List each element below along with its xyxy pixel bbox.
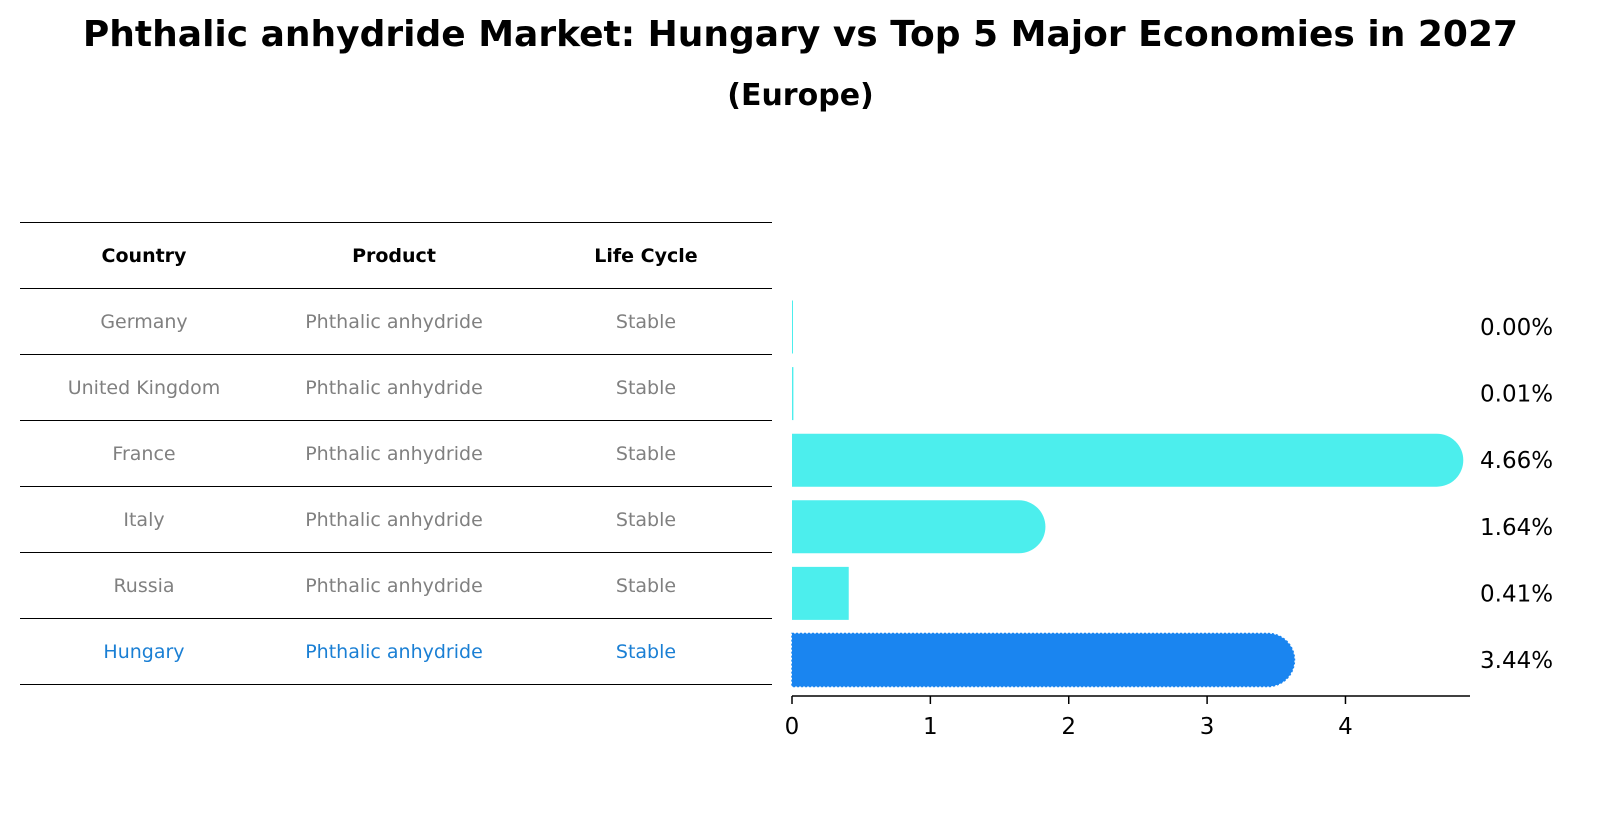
country-cell: Russia xyxy=(113,574,175,597)
comparison-table: Country Product Life Cycle Germany Phtha… xyxy=(20,222,772,685)
country-cell: Hungary xyxy=(103,640,185,663)
bar-russia xyxy=(792,566,849,620)
life-cycle-cell: Stable xyxy=(615,442,677,465)
data-label: 0.41% xyxy=(1480,581,1553,607)
data-label: 3.44% xyxy=(1480,648,1553,674)
header-country: Country xyxy=(101,244,187,267)
data-label: 0.01% xyxy=(1480,382,1553,408)
table-row: United Kingdom Phthalic anhydride Stable xyxy=(20,354,772,420)
x-tick-label: 0 xyxy=(785,714,800,740)
product-cell: Phthalic anhydride xyxy=(305,508,483,531)
chart-subtitle: (Europe) xyxy=(727,78,874,113)
bar-germany xyxy=(792,300,793,354)
table-row: France Phthalic anhydride Stable xyxy=(20,420,772,486)
table-row: Russia Phthalic anhydride Stable xyxy=(20,552,772,618)
country-cell: Italy xyxy=(123,508,165,531)
product-cell: Phthalic anhydride xyxy=(305,310,483,333)
product-cell: Phthalic anhydride xyxy=(305,376,483,399)
x-tick-label: 4 xyxy=(1338,714,1353,740)
life-cycle-cell: Stable xyxy=(615,640,677,663)
bar-france xyxy=(792,433,1464,487)
chart-title: Phthalic anhydride Market: Hungary vs To… xyxy=(82,14,1519,55)
table-header-row: Country Product Life Cycle xyxy=(20,222,772,288)
product-cell: Phthalic anhydride xyxy=(305,640,483,663)
x-tick-label: 2 xyxy=(1061,714,1076,740)
life-cycle-cell: Stable xyxy=(615,508,677,531)
product-cell: Phthalic anhydride xyxy=(305,442,483,465)
table-row-highlight: Hungary Phthalic anhydride Stable xyxy=(20,618,772,685)
data-label: 4.66% xyxy=(1480,448,1553,474)
bar-hungary xyxy=(791,632,1296,688)
life-cycle-cell: Stable xyxy=(615,310,677,333)
table-row: Germany Phthalic anhydride Stable xyxy=(20,288,772,354)
bar-italy xyxy=(792,500,1046,554)
header-product: Product xyxy=(352,244,436,267)
product-cell: Phthalic anhydride xyxy=(305,574,483,597)
x-tick-label: 3 xyxy=(1200,714,1215,740)
country-cell: United Kingdom xyxy=(67,376,221,399)
table-row: Italy Phthalic anhydride Stable xyxy=(20,486,772,552)
life-cycle-cell: Stable xyxy=(615,376,677,399)
data-label: 0.00% xyxy=(1480,315,1553,341)
x-tick-label: 1 xyxy=(923,714,938,740)
country-cell: Germany xyxy=(100,310,188,333)
data-label: 1.64% xyxy=(1480,515,1553,541)
header-life-cycle: Life Cycle xyxy=(594,244,698,267)
bar-united-kingdom xyxy=(792,367,794,421)
life-cycle-cell: Stable xyxy=(615,574,677,597)
country-cell: France xyxy=(112,442,176,465)
